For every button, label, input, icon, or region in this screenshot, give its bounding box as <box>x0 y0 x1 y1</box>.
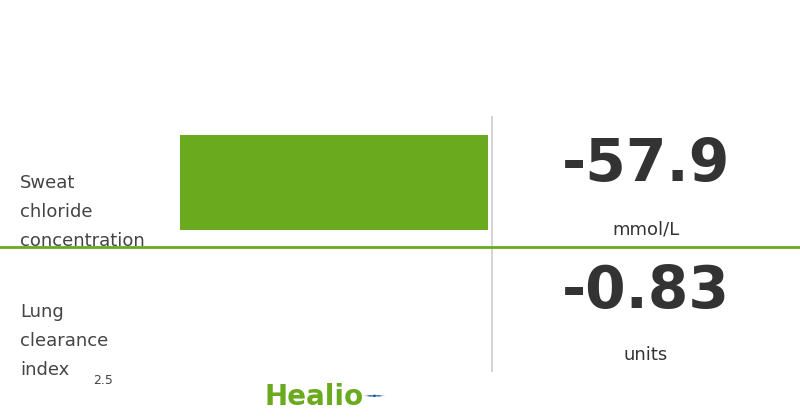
Text: chloride: chloride <box>20 203 93 221</box>
Text: units: units <box>624 346 668 364</box>
Text: -0.83: -0.83 <box>562 263 730 320</box>
Text: week 24 in children receiving triple therapy:: week 24 in children receiving triple the… <box>130 70 670 90</box>
Text: Sweat: Sweat <box>20 174 75 192</box>
Text: Lung: Lung <box>20 303 64 321</box>
Text: concentration: concentration <box>20 232 145 250</box>
Text: Healio: Healio <box>265 383 364 411</box>
Text: mmol/L: mmol/L <box>612 221 680 239</box>
Text: Mean absolute change from baseline to: Mean absolute change from baseline to <box>160 29 640 49</box>
Text: clearance: clearance <box>20 332 108 350</box>
Text: index: index <box>20 362 70 379</box>
Bar <box>180 136 488 230</box>
Text: 2.5: 2.5 <box>94 374 114 387</box>
Text: -57.9: -57.9 <box>562 136 730 193</box>
Polygon shape <box>362 394 386 397</box>
